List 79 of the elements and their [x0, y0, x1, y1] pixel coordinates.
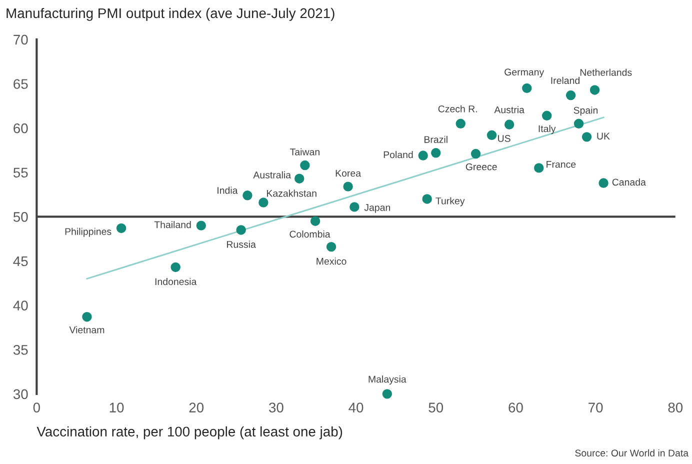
- point: [598, 178, 608, 188]
- annotation: Netherlands: [580, 68, 632, 76]
- annotation: Australia: [253, 171, 292, 178]
- y-tick-label: 55: [13, 168, 28, 178]
- annotation: US: [498, 135, 510, 142]
- point: [542, 110, 552, 121]
- annotation: Thailand: [154, 221, 191, 228]
- point: [422, 194, 432, 204]
- point: [350, 202, 360, 212]
- annotation: Poland: [384, 151, 413, 158]
- point: [431, 148, 441, 158]
- annotation: Indonesia: [155, 278, 197, 286]
- y-tick-label: 50: [13, 212, 28, 222]
- point: [300, 160, 310, 170]
- point: [470, 148, 481, 159]
- x-tick-label: 10: [110, 402, 124, 412]
- point: [574, 118, 584, 128]
- annotation: Canada: [612, 178, 646, 186]
- x-tick-label: 0: [33, 402, 40, 412]
- annotation: Philippines: [65, 228, 112, 237]
- x-tick-label: 30: [269, 402, 284, 412]
- annotation: Taiwan: [290, 148, 320, 156]
- point: [196, 220, 206, 230]
- point: [242, 190, 252, 200]
- chart-title: Manufacturing PMI output index (ave June-July 2021): [6, 8, 334, 21]
- annotation: Colombia: [290, 230, 330, 238]
- y-tick-label: 45: [13, 256, 28, 266]
- y-tick-label: 60: [14, 123, 28, 134]
- point: [382, 389, 392, 399]
- y-tick-label: 65: [14, 79, 28, 89]
- annotation: Greece: [466, 163, 497, 170]
- annotation: Spain: [574, 106, 598, 116]
- point: [522, 83, 532, 94]
- x-tick-label: 20: [189, 402, 204, 412]
- point: [310, 216, 320, 226]
- point: [566, 90, 576, 100]
- annotation: Austria: [494, 106, 524, 114]
- x-tick-label: 50: [428, 402, 444, 412]
- y-tick-label: 40: [13, 300, 28, 310]
- point: [170, 262, 180, 272]
- point: [236, 225, 246, 235]
- annotation: Korea: [336, 170, 362, 177]
- annotation: UK: [597, 132, 610, 140]
- x-tick-label: 80: [668, 402, 683, 412]
- point: [82, 312, 92, 322]
- y-tick-label: 70: [14, 34, 28, 45]
- x-tick-label: 60: [508, 402, 523, 412]
- x-axis-title: Vaccination rate, per 100 people (at least one jab): [36, 426, 342, 440]
- point: [582, 132, 592, 142]
- annotation: Russia: [227, 240, 256, 248]
- point: [418, 150, 428, 160]
- annotation: Malaysia: [368, 376, 406, 385]
- point: [326, 242, 336, 252]
- point: [258, 198, 268, 208]
- annotation: Vietnam: [69, 326, 104, 334]
- source-note: Source: Our World in Data: [575, 449, 689, 457]
- x-tick-label: 40: [348, 402, 364, 412]
- annotation: Germany: [504, 68, 544, 78]
- annotation: Italy: [538, 125, 556, 134]
- y-tick-label: 30: [13, 389, 28, 400]
- annotation: Turkey: [436, 197, 465, 206]
- point: [504, 120, 514, 130]
- annotation: Brazil: [424, 136, 448, 143]
- point: [590, 85, 600, 95]
- y-tick-label: 35: [13, 344, 28, 355]
- point: [343, 182, 353, 192]
- annotation: India: [218, 186, 238, 194]
- point: [534, 163, 544, 173]
- x-tick-label: 70: [588, 402, 603, 412]
- point: [456, 118, 466, 128]
- annotation: Ireland: [551, 76, 580, 84]
- annotation: Mexico: [316, 258, 346, 265]
- point: [486, 130, 497, 140]
- annotation: France: [546, 160, 576, 168]
- annotation: Czech R.: [438, 105, 477, 112]
- annotation: Japan: [364, 204, 390, 213]
- annotation: Kazakhstan: [266, 190, 316, 197]
- point: [294, 174, 304, 184]
- point: [116, 223, 126, 234]
